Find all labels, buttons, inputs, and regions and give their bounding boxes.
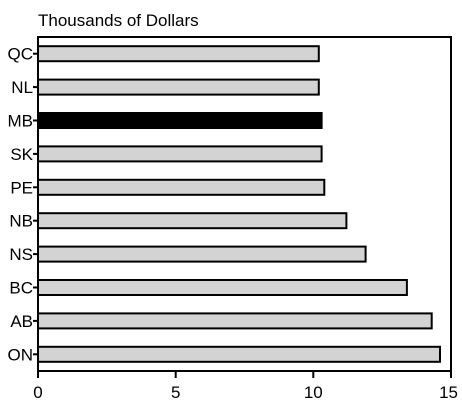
category-label-on: ON (8, 345, 34, 364)
x-tick-label: 0 (33, 383, 42, 402)
bar-sk (37, 145, 323, 163)
category-label-bc: BC (9, 279, 33, 298)
x-tick-label: 5 (171, 383, 180, 402)
category-label-ab: AB (10, 312, 33, 331)
category-label-nl: NL (11, 78, 33, 97)
bar-ab (37, 312, 433, 330)
bars-group (37, 45, 441, 363)
bar-qc (37, 45, 320, 63)
category-label-nb: NB (9, 212, 33, 231)
bar-mb (37, 112, 323, 129)
chart-title: Thousands of Dollars (38, 11, 199, 30)
x-tick-label: 15 (439, 383, 458, 402)
category-label-sk: SK (10, 145, 33, 164)
category-labels: QC NL MB SK PE NB NS BC AB ON (8, 45, 38, 364)
x-tick-label: 10 (304, 383, 323, 402)
category-label-ns: NS (9, 245, 33, 264)
category-label-pe: PE (10, 178, 33, 197)
bar-nb (37, 212, 348, 230)
x-axis-ticks: 0 5 10 15 (33, 371, 458, 402)
category-label-mb: MB (8, 112, 34, 131)
bar-bc (37, 279, 408, 296)
plot-frame (37, 36, 452, 372)
bar-ns (37, 245, 367, 263)
bar-pe (37, 178, 326, 196)
bar-nl (37, 78, 320, 96)
category-label-qc: QC (8, 45, 34, 64)
bar-on (37, 345, 441, 363)
